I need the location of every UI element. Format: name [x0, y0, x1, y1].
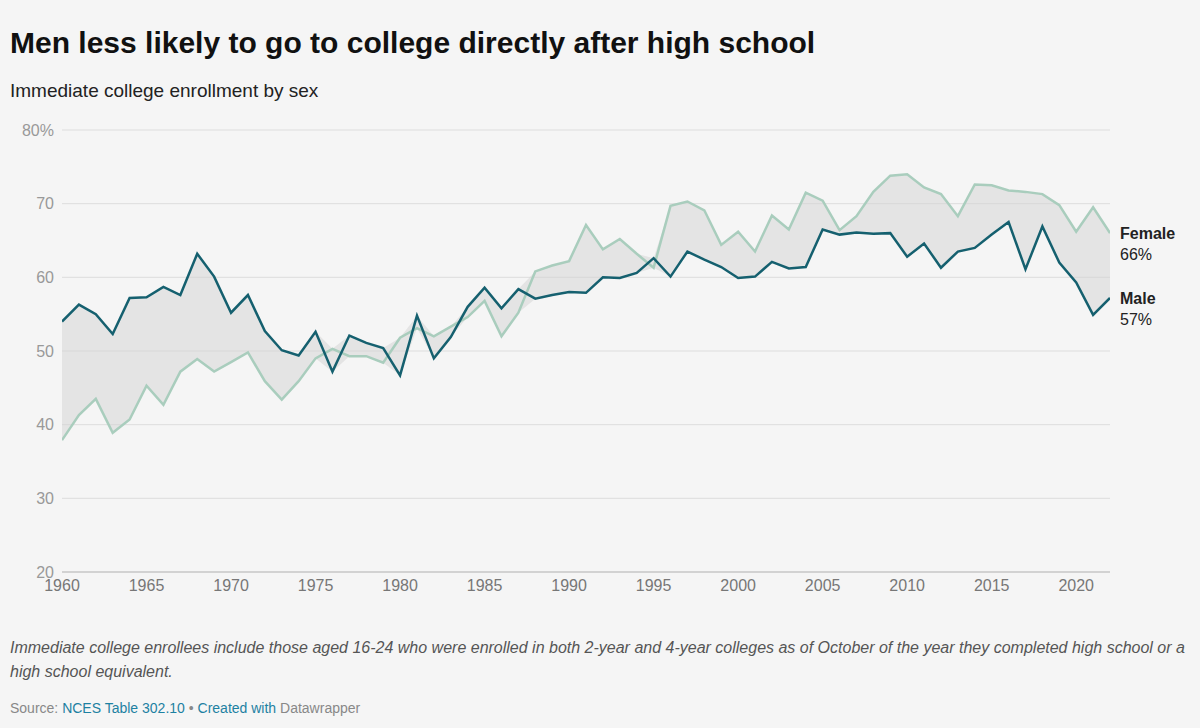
svg-text:1960: 1960 — [44, 577, 80, 595]
svg-text:40: 40 — [36, 416, 54, 433]
svg-text:66%: 66% — [1120, 246, 1152, 263]
svg-text:1990: 1990 — [551, 577, 587, 594]
svg-text:Female: Female — [1120, 225, 1175, 242]
html-text:Immediate college enrollment b: Immediate college enrollment by sex — [10, 80, 319, 101]
svg-text:Male: Male — [1120, 290, 1156, 307]
svg-text:50: 50 — [36, 343, 54, 360]
svg-text:60: 60 — [36, 269, 54, 286]
svg-text:30: 30 — [36, 490, 54, 507]
html-text:Men less likely to go to colle: Men less likely to go to college directl… — [10, 26, 816, 59]
svg-text:80%: 80% — [22, 122, 54, 139]
svg-text:1975: 1975 — [298, 577, 334, 594]
svg-text:2020: 2020 — [1058, 577, 1094, 594]
svg-text:1965: 1965 — [129, 577, 165, 594]
svg-text:20: 20 — [36, 564, 54, 581]
svg-text:1970: 1970 — [213, 577, 249, 594]
html-text:Immediate college enrollees in: Immediate college enrollees include thos… — [10, 639, 1185, 680]
svg-text:1980: 1980 — [382, 577, 418, 594]
svg-text:57%: 57% — [1120, 311, 1152, 328]
svg-text:2000: 2000 — [720, 577, 756, 594]
svg-text:1985: 1985 — [467, 577, 503, 594]
svg-text:2015: 2015 — [974, 577, 1010, 594]
html-text:Source: NCES Table 302.10 • Cr: Source: NCES Table 302.10 • Created with… — [10, 700, 361, 716]
svg-text:70: 70 — [36, 195, 54, 212]
svg-text:1995: 1995 — [636, 577, 672, 594]
svg-text:2005: 2005 — [805, 577, 841, 594]
svg-text:2010: 2010 — [889, 577, 925, 594]
